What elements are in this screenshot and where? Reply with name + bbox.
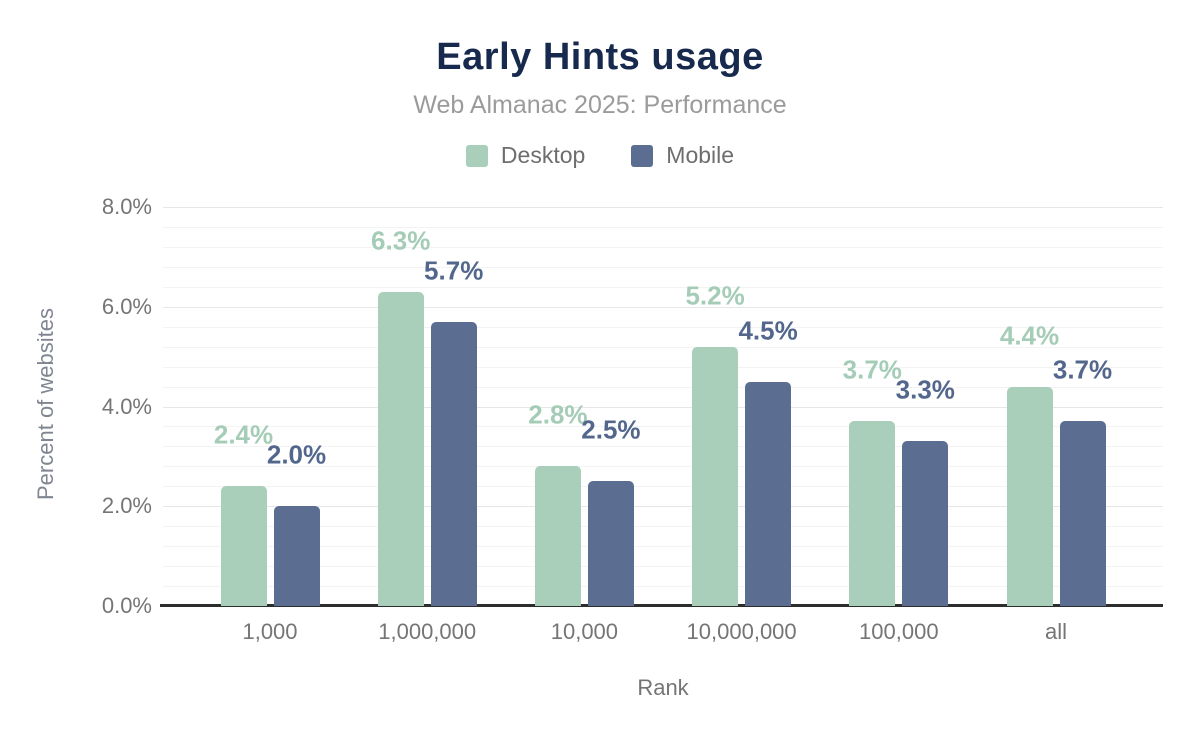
legend: Desktop Mobile [0, 142, 1200, 169]
gridline [163, 266, 1163, 268]
x-tick-label: 100,000 [859, 619, 939, 644]
desktop-swatch-icon [465, 144, 488, 167]
x-axis-line [160, 604, 1163, 607]
gridline [163, 226, 1163, 228]
desktop-bar [534, 466, 581, 606]
mobile-bar [273, 506, 320, 606]
mobile-bar [902, 441, 949, 606]
x-tick-label: 10,000,000 [686, 619, 797, 644]
mobile-value-label: 4.5% [738, 315, 798, 346]
legend-label-desktop: Desktop [500, 142, 586, 168]
gridline [163, 546, 1163, 548]
mobile-bar [430, 321, 477, 606]
desktop-bar [377, 291, 424, 606]
gridline [163, 207, 1163, 208]
mobile-bar [587, 481, 634, 606]
x-tick-label: 10,000 [550, 619, 619, 644]
legend-item-mobile: Mobile [631, 142, 734, 169]
desktop-value-label: 2.8% [528, 399, 588, 430]
gridline [163, 526, 1163, 528]
gridline [163, 486, 1163, 488]
gridline [163, 366, 1163, 368]
mobile-bar [1059, 421, 1106, 606]
mobile-value-label: 3.7% [1052, 354, 1113, 385]
gridline [163, 446, 1163, 448]
gridline [163, 386, 1163, 388]
desktop-value-label: 3.7% [842, 354, 902, 385]
chart-title: Early Hints usage [436, 36, 764, 78]
gridline [163, 246, 1163, 248]
desktop-bar [1006, 386, 1053, 606]
gridline [163, 566, 1163, 568]
gridline [163, 306, 1163, 308]
desktop-bar [692, 346, 739, 606]
y-tick-label: 4.0% [101, 393, 152, 419]
desktop-value-label: 4.4% [999, 320, 1060, 351]
x-tick-label: all [1044, 619, 1068, 644]
desktop-value-label: 6.3% [371, 225, 431, 256]
gridline [163, 466, 1163, 468]
y-tick-label: 2.0% [101, 493, 152, 519]
mobile-value-label: 3.3% [895, 374, 955, 405]
x-tick-label: 1,000,000 [378, 619, 477, 644]
x-axis-title: Rank [637, 675, 689, 700]
mobile-bar [745, 381, 792, 606]
mobile-swatch-icon [631, 144, 654, 167]
legend-label-mobile: Mobile [666, 142, 735, 168]
legend-item-desktop: Desktop [465, 142, 586, 169]
mobile-value-label: 2.5% [581, 414, 641, 445]
chart-subtitle: Web Almanac 2025: Performance [413, 91, 787, 119]
gridline [163, 326, 1163, 328]
y-tick-label: 8.0% [101, 194, 152, 219]
gridline [163, 426, 1163, 428]
y-tick-label: 6.0% [101, 293, 152, 319]
x-tick-label: 1,000 [242, 619, 298, 644]
desktop-bar [849, 421, 896, 606]
desktop-value-label: 5.2% [685, 280, 745, 311]
gridline [163, 346, 1163, 348]
mobile-value-label: 2.0% [266, 439, 327, 470]
desktop-value-label: 2.4% [213, 419, 274, 450]
mobile-value-label: 5.7% [424, 255, 484, 286]
gridline [163, 506, 1163, 508]
gridline [163, 586, 1163, 588]
gridline [163, 406, 1163, 408]
y-tick-label: 0.0% [101, 593, 152, 618]
desktop-bar [220, 486, 267, 606]
gridline [163, 286, 1163, 288]
